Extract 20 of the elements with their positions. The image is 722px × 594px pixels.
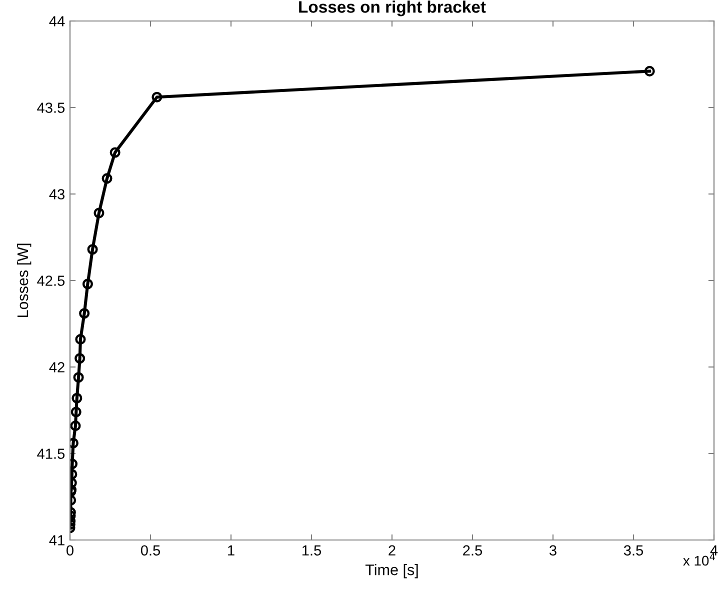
y-tick-label: 41 xyxy=(49,535,64,546)
y-tick-label: 44 xyxy=(49,16,65,26)
y-axis-title: Losses [W] xyxy=(16,244,32,318)
x-tick-label: 2 xyxy=(388,545,396,556)
x-tick-label: 1.5 xyxy=(302,545,322,556)
x-tick-label: 4 xyxy=(710,545,718,556)
x-tick-label: 0 xyxy=(66,545,74,556)
x-tick-label: 0.5 xyxy=(140,545,160,556)
x-tick-label: 3 xyxy=(550,545,556,556)
x-axis-title: Time [s] xyxy=(365,564,418,578)
x-tick-label: 3.5 xyxy=(624,545,644,556)
y-tick-label: 41.5 xyxy=(37,448,65,459)
text: x 10$^{4}$ xyxy=(683,553,715,566)
y-tick-label: 43.5 xyxy=(37,102,65,113)
y-tick-label: 43 xyxy=(49,189,64,200)
y-tick-label: 42.5 xyxy=(37,276,65,286)
x-tick-label: 2.5 xyxy=(463,545,482,556)
x-tick-label: 1 xyxy=(228,545,234,556)
chart-title: Losses on right bracket xyxy=(299,0,486,16)
y-tick-label: 42 xyxy=(49,362,64,372)
